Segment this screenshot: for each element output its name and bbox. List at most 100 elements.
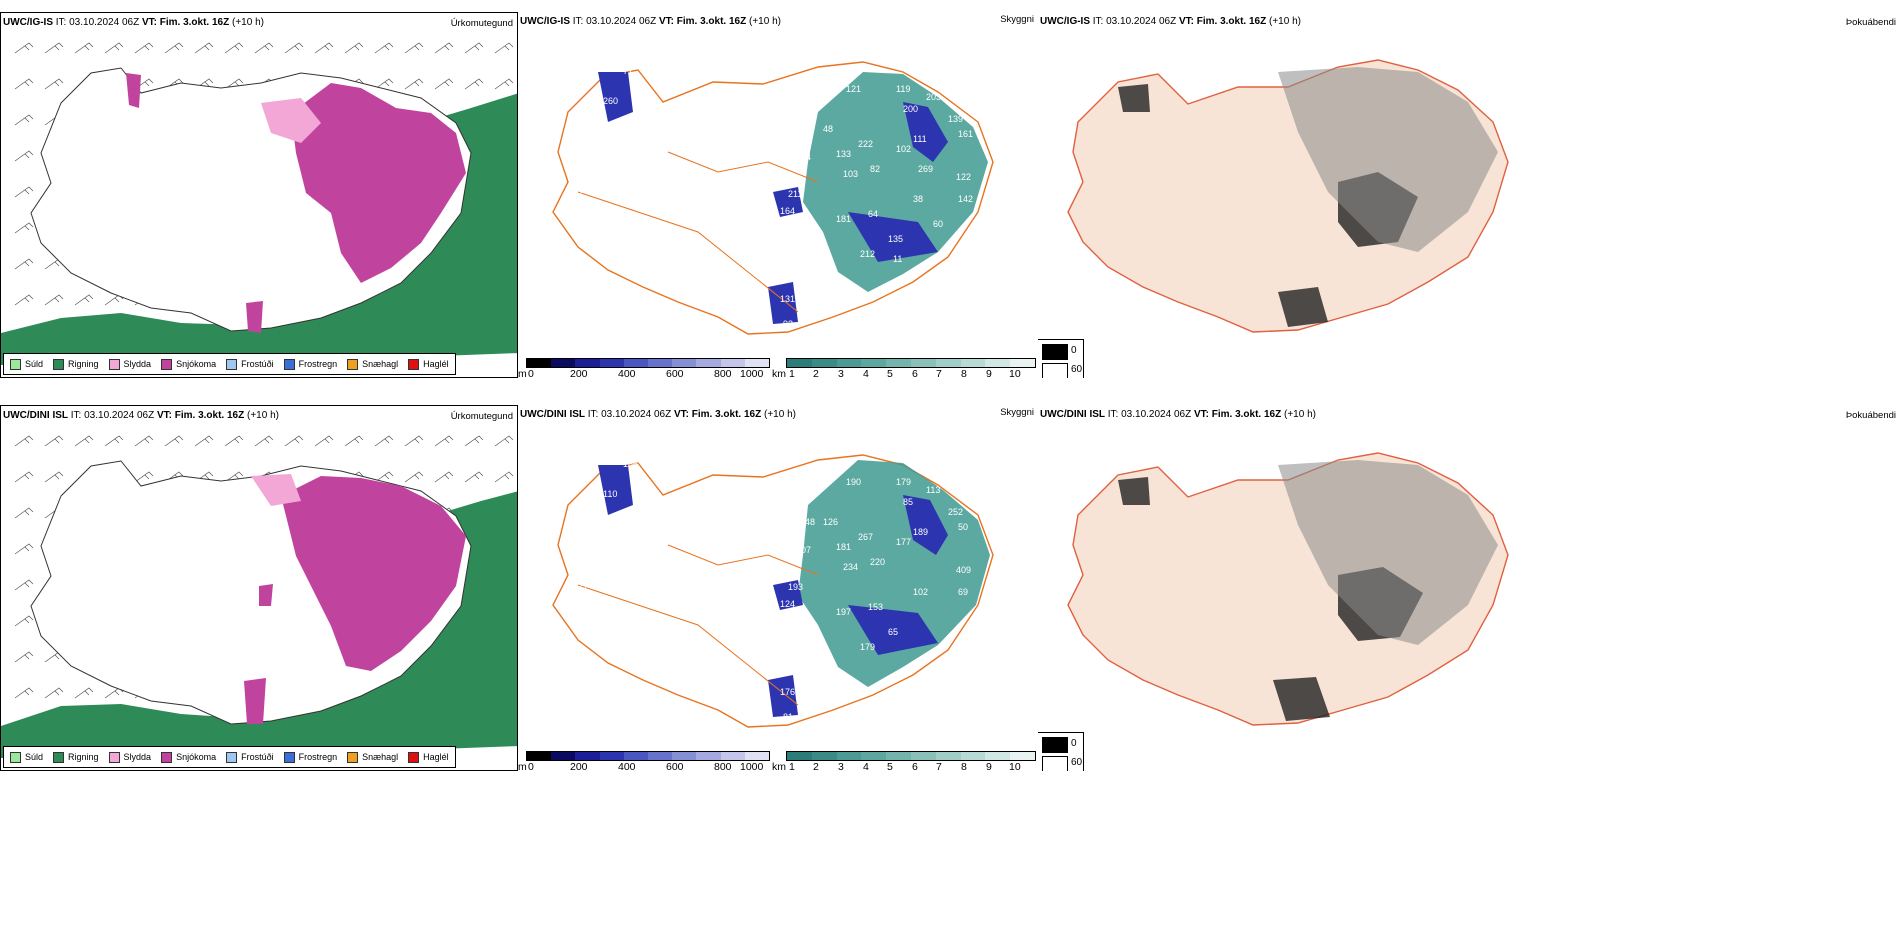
legend-label: Slydda xyxy=(123,359,152,369)
wind-barb xyxy=(434,42,454,54)
elevation-tick: 0 xyxy=(528,368,534,378)
panel-header: UWC/DINI ISL IT: 03.10.2024 06Z VT: Fim.… xyxy=(1040,409,1316,420)
snow-area xyxy=(291,83,466,283)
height-label: 98 xyxy=(783,134,793,144)
elevation-colorbar-gradient xyxy=(526,751,770,761)
legend-swatch xyxy=(108,358,120,370)
sleet-area xyxy=(251,474,301,506)
wind-barb xyxy=(104,435,124,447)
height-label: 197 xyxy=(836,607,851,617)
colorbar-step xyxy=(696,359,721,367)
legend-swatch xyxy=(161,751,173,763)
height-label: 252 xyxy=(948,507,963,517)
colorbar-step xyxy=(836,359,862,367)
visibility-tick: 2 xyxy=(813,368,819,378)
visibility-map-bottom: 166 110 108 97 171 243 194 116 107 248 190 179 85 113… xyxy=(552,454,994,728)
wind-barb xyxy=(224,42,244,54)
panel-title: Úrkomutegund xyxy=(450,18,513,29)
height-label: 154 xyxy=(796,152,811,162)
colorbar-step xyxy=(985,359,1011,367)
wind-barb xyxy=(74,435,94,447)
fog-map-top xyxy=(1067,59,1509,333)
wind-barb xyxy=(14,114,34,126)
height-label: 409 xyxy=(956,565,971,575)
fog-indicator-panel-bottom: UWC/DINI ISL IT: 03.10.2024 06Z VT: Fim.… xyxy=(1038,405,1900,771)
wind-barb xyxy=(344,42,364,54)
height-label: 181 xyxy=(836,542,851,552)
colorbar-step xyxy=(551,359,576,367)
elevation-tick: 1000 xyxy=(740,761,764,771)
height-label: 181 xyxy=(836,214,851,224)
height-label: 102 xyxy=(896,144,911,154)
wind-barb xyxy=(284,435,304,447)
legend-swatch xyxy=(226,751,238,763)
colorbar-step xyxy=(861,752,887,760)
visibility-tick: 3 xyxy=(838,368,844,378)
wind-barb xyxy=(494,42,514,54)
height-label: 11 xyxy=(893,254,902,264)
wind-barb xyxy=(434,435,454,447)
legend-label: Frostúði xyxy=(241,359,274,369)
wind-barb xyxy=(134,435,154,447)
height-label: 81 xyxy=(783,712,793,722)
legend-swatch xyxy=(347,358,359,370)
elevation-unit: m xyxy=(518,368,527,378)
legend-swatch xyxy=(10,358,21,370)
height-label: 69 xyxy=(958,587,968,597)
wind-barb xyxy=(344,435,364,447)
snow-area-small xyxy=(244,584,273,724)
wind-barb xyxy=(494,471,514,483)
wind-barb xyxy=(404,42,424,54)
visibility-tick: 10 xyxy=(1009,368,1021,378)
visibility-area xyxy=(803,72,988,292)
fog-key-high: 0 xyxy=(1071,738,1077,749)
wind-barb xyxy=(464,435,484,447)
road-network xyxy=(577,151,819,313)
wind-barb xyxy=(404,435,424,447)
elevation-colorbar-gradient xyxy=(526,358,770,368)
colorbar-step xyxy=(575,359,600,367)
colorbar-step xyxy=(910,752,936,760)
height-label: 108 xyxy=(678,489,693,499)
wind-barb xyxy=(134,42,154,54)
precip-legend: Súld Rigning Slydda Snjókoma Frostúði Fr… xyxy=(3,353,456,375)
height-label: 64 xyxy=(868,209,878,219)
wind-barb xyxy=(494,78,514,90)
visibility-tick: 3 xyxy=(838,761,844,771)
wind-barb xyxy=(164,435,184,447)
visibility-tick: 4 xyxy=(863,761,869,771)
height-label: 82 xyxy=(870,164,880,174)
height-label: 119 xyxy=(896,84,910,94)
wind-barb xyxy=(14,42,34,54)
legend-label: Frostregn xyxy=(298,752,338,762)
fog-indicator-panel-top: UWC/IG-IS IT: 03.10.2024 06Z VT: Fim. 3.… xyxy=(1038,12,1900,378)
height-label: 177 xyxy=(896,537,911,547)
wind-barb xyxy=(14,294,34,306)
visibility-tick: 1 xyxy=(789,368,795,378)
wind-barb xyxy=(44,294,64,306)
height-label: 211 xyxy=(788,189,802,199)
height-label: 270 xyxy=(723,194,738,204)
visibility-map-top: 77 260 138 96 67 71 98 155 154 119 121 119 200 203 139… xyxy=(552,61,994,335)
legend-label: Súld xyxy=(25,752,44,762)
colorbar-step xyxy=(720,359,745,367)
height-label: 222 xyxy=(858,139,873,149)
height-label: 126 xyxy=(823,517,838,527)
panel-title: Þokuábendi xyxy=(1845,410,1896,421)
visibility-colorbar-gradient xyxy=(786,751,1036,761)
legend-swatch xyxy=(53,751,65,763)
wind-barb xyxy=(104,42,124,54)
wind-barb xyxy=(14,543,34,555)
colorbar-step xyxy=(623,752,649,760)
legend-swatch xyxy=(226,358,238,370)
elevation-colorbar: m 0 200 400 600 800 1000 xyxy=(518,358,770,378)
height-labels: 77 260 138 96 67 71 98 155 154 119 121 119 200 203 139… xyxy=(573,66,973,329)
height-label: 48 xyxy=(823,124,833,134)
height-label: 122 xyxy=(956,172,971,182)
wind-barb xyxy=(254,42,274,54)
visibility-tick: 4 xyxy=(863,368,869,378)
wind-barb xyxy=(14,507,34,519)
wind-barb xyxy=(374,78,394,90)
elevation-tick: 200 xyxy=(570,368,588,378)
wind-barb xyxy=(164,42,184,54)
